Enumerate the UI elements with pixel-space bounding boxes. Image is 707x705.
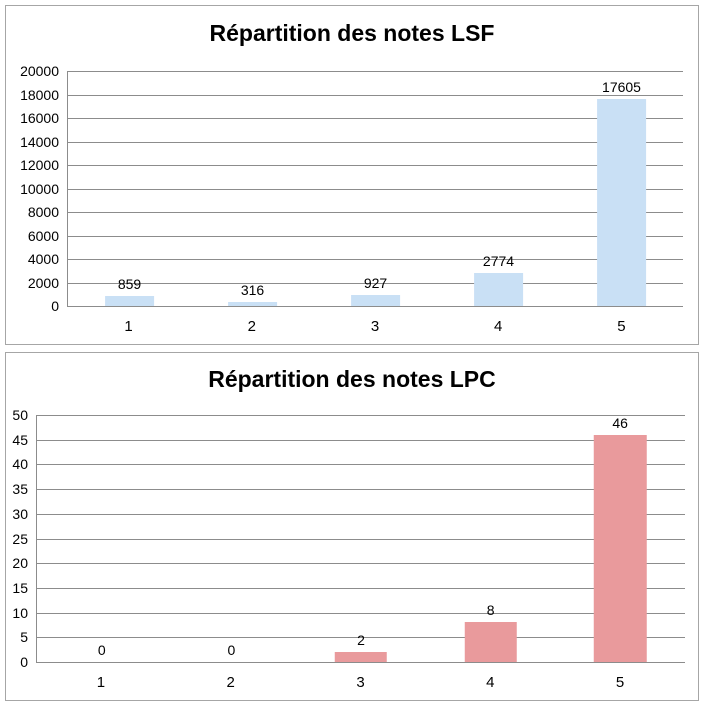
bar-value-label: 2774 (482, 253, 515, 270)
plot-area-lsf: 859 316 927 2774 17605 (67, 71, 683, 307)
x-tick-label: 1 (124, 318, 133, 335)
lsf-chart-panel: Répartition des notes LSF 0 2000 4000 6000 8… (5, 5, 699, 345)
bar-category-4[interactable] (473, 273, 524, 306)
plot-wrap-lpc: 0 0 2 8 46 1 2 3 4 5 (36, 415, 685, 691)
gridline (68, 235, 683, 237)
y-tick-label: 20000 (20, 63, 59, 79)
y-tick-label: 30 (12, 505, 28, 522)
gridline (37, 538, 685, 540)
y-tick-label: 10000 (20, 180, 59, 197)
gridline (68, 212, 683, 213)
gridline (37, 415, 685, 416)
y-tick-label: 2000 (27, 274, 59, 291)
gridline (68, 259, 683, 260)
bar-category-5[interactable] (593, 434, 647, 662)
y-tick-label: 8000 (27, 204, 59, 220)
y-tick-label: 0 (20, 654, 28, 670)
y-tick-label: 40 (12, 456, 28, 473)
chart-title-lpc: Répartition des notes LPC (208, 366, 496, 392)
y-tick-label: 50 (12, 407, 28, 423)
bar-value-label: 46 (612, 414, 628, 431)
x-tick-label: 1 (96, 674, 106, 691)
gridline (37, 489, 685, 491)
bar-value-label: 859 (117, 275, 142, 292)
bar-category-5[interactable] (596, 99, 647, 306)
x-axis-lsf: 1 2 3 4 5 (67, 307, 683, 341)
y-axis-lpc: 0 5 10 15 20 25 30 35 40 45 50 (6, 407, 36, 670)
gridline (68, 188, 683, 190)
bar-category-3[interactable] (334, 652, 388, 662)
y-tick-label: 16000 (20, 110, 59, 126)
bar-category-2[interactable] (227, 302, 278, 306)
x-tick-label: 2 (226, 674, 235, 691)
y-tick-label: 35 (12, 481, 28, 498)
bar-category-4[interactable] (464, 622, 517, 662)
y-axis-lsf: 0 2000 4000 6000 8000 10000 12000 14000 16000 180… (6, 63, 67, 314)
gridline (68, 71, 683, 72)
x-axis-lpc: 1 2 3 4 5 (36, 663, 685, 697)
plot-wrap-lsf: 859 316 927 2774 17605 1 2 3 4 5 (67, 71, 683, 335)
x-tick-label: 4 (486, 674, 495, 691)
y-tick-label: 25 (12, 530, 28, 547)
bar-value-label: 316 (240, 282, 265, 299)
y-tick-label: 45 (12, 431, 28, 448)
gridline (68, 94, 683, 96)
bar-value-label: 8 (486, 602, 495, 619)
y-tick-label: 4000 (27, 251, 59, 267)
x-tick-label: 4 (494, 318, 503, 335)
bar-value-label: 17605 (602, 79, 641, 96)
y-tick-label: 12000 (20, 157, 59, 173)
gridline (37, 637, 685, 639)
y-tick-label: 14000 (20, 133, 59, 150)
gridline (68, 282, 683, 284)
bar-value-label: 927 (363, 275, 388, 292)
plot-area-lpc: 0 0 2 8 46 (36, 415, 685, 663)
gridline (68, 141, 683, 143)
x-tick-label: 3 (356, 674, 365, 691)
x-tick-label: 2 (247, 318, 256, 335)
gridline (68, 118, 683, 119)
gridline (37, 464, 685, 466)
gridline (37, 587, 685, 589)
chart-title-lsf: Répartition des notes LSF (209, 20, 495, 46)
bar-value-label: 2 (357, 632, 365, 649)
bar-value-label: 0 (227, 642, 236, 658)
gridline (37, 513, 685, 515)
y-tick-label: 0 (51, 298, 59, 314)
lpc-chart-panel: Répartition des notes LPC 0 5 10 15 20 25 30 35… (5, 352, 699, 701)
bar-category-1[interactable] (104, 295, 155, 306)
y-tick-label: 15 (12, 579, 28, 596)
x-tick-label: 5 (615, 674, 625, 691)
x-tick-label: 3 (370, 318, 380, 335)
gridline (37, 439, 685, 441)
chart-area-lsf: 0 2000 4000 6000 8000 10000 12000 14000 16000 180… (6, 63, 698, 335)
y-tick-label: 10 (12, 604, 28, 621)
gridline (37, 563, 685, 565)
gridline (37, 612, 685, 614)
gridline (68, 165, 683, 166)
y-tick-label: 20 (12, 555, 28, 572)
x-tick-label: 5 (617, 318, 626, 335)
bar-value-label: 0 (97, 642, 106, 658)
y-tick-label: 18000 (20, 86, 59, 103)
y-tick-label: 6000 (27, 227, 59, 244)
y-tick-label: 5 (20, 629, 28, 646)
bar-category-3[interactable] (350, 295, 401, 306)
